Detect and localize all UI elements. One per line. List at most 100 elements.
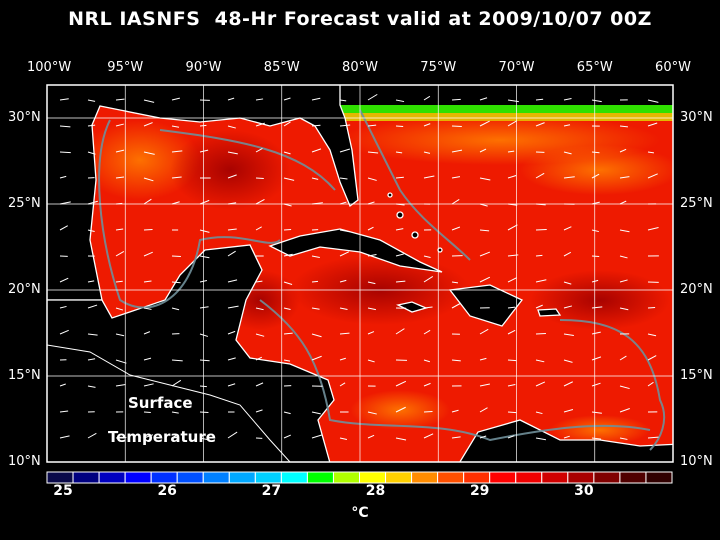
colorbar-swatch bbox=[124, 471, 152, 484]
current-arrow bbox=[423, 329, 431, 335]
current-arrow bbox=[311, 411, 321, 415]
current-arrow bbox=[143, 251, 153, 257]
current-arrow bbox=[171, 176, 182, 179]
colorbar-tick-label: 26 bbox=[157, 483, 177, 499]
current-arrow bbox=[199, 333, 209, 337]
current-arrow bbox=[563, 251, 572, 257]
current-arrow bbox=[535, 254, 543, 257]
current-arrow bbox=[591, 356, 602, 361]
bathymetry-contours bbox=[98, 109, 666, 451]
current-arrow bbox=[255, 122, 265, 127]
current-arrow bbox=[619, 200, 627, 205]
colorbar-tick-label: 25 bbox=[53, 483, 73, 499]
current-arrow bbox=[59, 98, 69, 101]
colorbar-swatch bbox=[515, 471, 543, 484]
current-arrow bbox=[339, 124, 351, 127]
current-arrow bbox=[87, 333, 98, 336]
current-arrow bbox=[339, 437, 348, 440]
current-arrow bbox=[283, 203, 292, 207]
current-arrow bbox=[395, 203, 405, 206]
current-arrow bbox=[199, 280, 208, 283]
current-arrow bbox=[143, 331, 151, 335]
current-arrow bbox=[647, 436, 659, 439]
current-arrow bbox=[199, 229, 210, 233]
lon-label: 60°W bbox=[655, 60, 691, 75]
current-arrow bbox=[283, 253, 293, 257]
colorbar bbox=[46, 471, 673, 484]
current-arrow bbox=[199, 149, 209, 153]
colorbar-swatch bbox=[437, 471, 465, 484]
current-arrow bbox=[87, 358, 96, 361]
current-arrow bbox=[143, 151, 155, 155]
current-arrow bbox=[591, 229, 599, 233]
current-arrow bbox=[479, 357, 487, 361]
current-arrow bbox=[283, 359, 291, 362]
current-arrow bbox=[87, 280, 95, 283]
current-arrow bbox=[59, 410, 69, 413]
current-arrow bbox=[339, 148, 351, 153]
current-arrow bbox=[227, 202, 237, 205]
current-arrow bbox=[143, 99, 155, 103]
map-title: NRL IASNFS 48-Hr Forecast valid at 2009/… bbox=[68, 8, 652, 30]
current-arrow bbox=[115, 280, 123, 283]
colorbar-swatch bbox=[359, 471, 387, 484]
current-arrow bbox=[507, 329, 516, 335]
current-arrow bbox=[479, 276, 491, 283]
current-arrow bbox=[507, 203, 518, 206]
current-arrow bbox=[59, 329, 69, 335]
colorbar-swatch bbox=[332, 471, 361, 484]
current-arrow bbox=[339, 177, 348, 180]
current-arrow bbox=[171, 307, 180, 311]
current-arrow bbox=[423, 95, 431, 101]
current-arrow bbox=[311, 148, 322, 153]
current-arrow bbox=[395, 437, 407, 441]
current-arrow bbox=[647, 381, 654, 387]
current-arrow bbox=[423, 359, 431, 363]
colorbar-unit: °C bbox=[351, 505, 369, 521]
current-arrow bbox=[423, 255, 431, 258]
current-arrow bbox=[311, 97, 321, 101]
colorbar-swatch bbox=[385, 471, 413, 484]
current-arrow bbox=[563, 124, 571, 127]
current-arrow bbox=[423, 123, 431, 127]
plot-frame bbox=[46, 84, 674, 463]
lon-label: 65°W bbox=[576, 60, 613, 75]
land-mexico-central-america bbox=[47, 244, 335, 462]
current-arrow bbox=[507, 150, 515, 153]
land-hispaniola bbox=[448, 284, 524, 327]
colorbar-tick-label: 30 bbox=[574, 483, 594, 499]
lon-label: 95°W bbox=[107, 60, 144, 75]
current-arrow bbox=[563, 409, 574, 413]
current-arrow bbox=[563, 305, 573, 309]
current-arrow bbox=[479, 97, 488, 101]
current-arrow bbox=[59, 225, 68, 231]
current-arrow bbox=[171, 125, 180, 128]
current-arrow bbox=[591, 306, 603, 309]
current-arrow bbox=[619, 437, 628, 440]
current-arrow bbox=[199, 255, 210, 259]
current-arrow bbox=[479, 435, 487, 439]
current-arrow bbox=[619, 307, 629, 311]
current-arrow bbox=[87, 385, 96, 388]
colorbar-tick-label: 27 bbox=[261, 483, 282, 499]
current-arrow bbox=[199, 437, 210, 441]
current-arrow bbox=[115, 149, 125, 153]
current-arrow bbox=[227, 97, 235, 101]
current-arrow bbox=[619, 125, 628, 128]
colorbar-swatch bbox=[228, 471, 256, 484]
current-arrow bbox=[479, 203, 488, 207]
current-arrow bbox=[311, 280, 319, 283]
current-arrow bbox=[339, 307, 348, 310]
current-arrow bbox=[451, 359, 461, 362]
current-arrow bbox=[507, 306, 516, 309]
current-arrow bbox=[143, 228, 153, 231]
current-arrow bbox=[479, 229, 490, 232]
current-arrow bbox=[143, 280, 152, 283]
current-arrow bbox=[647, 227, 659, 231]
current-arrow bbox=[311, 202, 323, 205]
colorbar-swatch bbox=[254, 471, 282, 484]
current-arrow bbox=[535, 411, 543, 415]
current-arrow bbox=[255, 382, 264, 387]
current-arrow bbox=[87, 99, 96, 102]
current-arrow bbox=[339, 332, 350, 335]
